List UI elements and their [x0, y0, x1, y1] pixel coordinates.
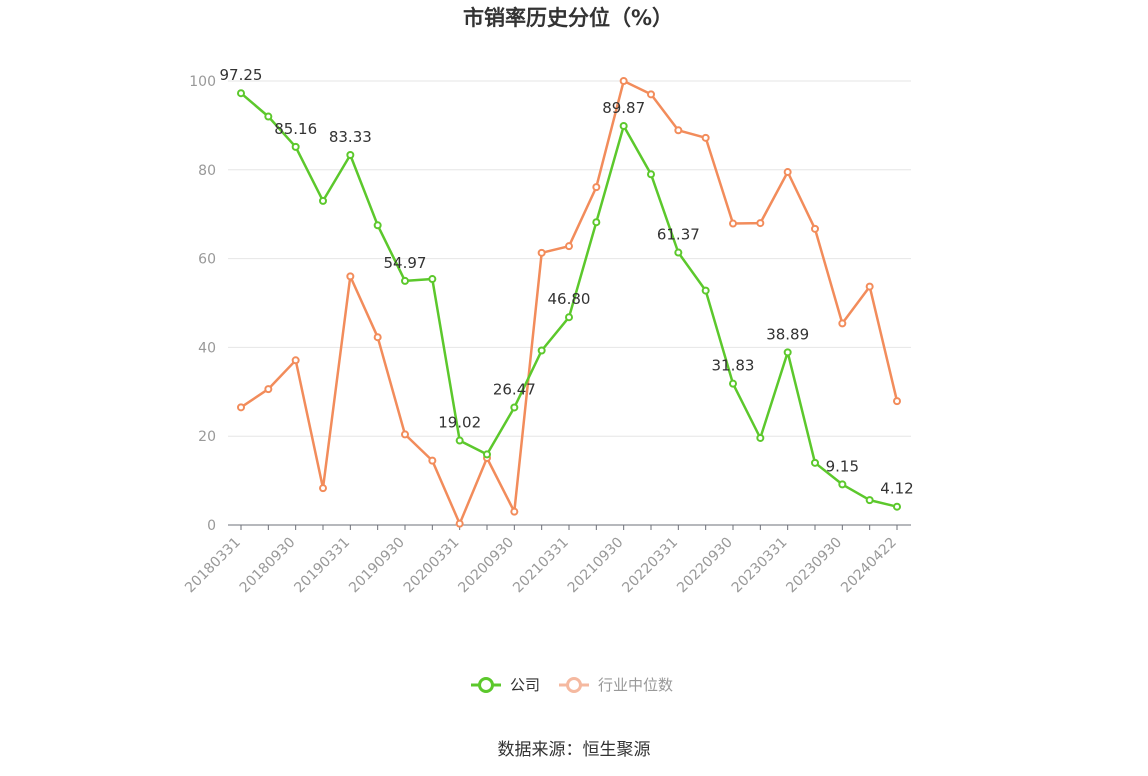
- y-tick-label: 60: [198, 252, 216, 268]
- data-label: 4.12: [880, 480, 913, 498]
- data-point-industry[interactable]: [838, 319, 847, 328]
- data-label: 54.97: [384, 254, 427, 272]
- data-point-industry[interactable]: [893, 397, 901, 406]
- data-point-company[interactable]: [592, 218, 601, 227]
- data-point-industry[interactable]: [537, 248, 546, 257]
- data-point-industry[interactable]: [264, 385, 273, 394]
- data-label: 46.80: [548, 290, 591, 308]
- data-point-industry[interactable]: [729, 219, 737, 228]
- data-point-company[interactable]: [264, 112, 273, 121]
- data-point-industry[interactable]: [319, 484, 327, 493]
- x-axis: 2018033120180930201903312019093020200331…: [182, 524, 911, 597]
- legend-marker-industry: [566, 677, 582, 693]
- legend-item-company[interactable]: 公司: [471, 676, 540, 694]
- x-tick-label: 20190331: [291, 535, 353, 597]
- data-point-company[interactable]: [428, 275, 437, 284]
- data-point-industry[interactable]: [455, 519, 464, 528]
- data-label: 89.87: [602, 99, 645, 117]
- data-point-company[interactable]: [565, 313, 573, 322]
- y-tick-label: 40: [198, 340, 216, 356]
- x-tick-label: 20180331: [182, 535, 244, 597]
- data-point-company[interactable]: [537, 346, 546, 355]
- data-point-industry[interactable]: [756, 219, 765, 228]
- data-point-company[interactable]: [865, 496, 874, 505]
- data-point-industry[interactable]: [237, 403, 245, 412]
- legend-label-company: 公司: [510, 676, 540, 694]
- data-point-company[interactable]: [455, 436, 464, 445]
- data-point-industry[interactable]: [565, 242, 573, 251]
- data-point-industry[interactable]: [674, 126, 683, 135]
- data-point-industry[interactable]: [647, 90, 655, 99]
- data-label: 83.33: [329, 128, 372, 146]
- y-tick-label: 80: [198, 163, 216, 179]
- data-point-industry[interactable]: [701, 133, 710, 142]
- data-label: 85.16: [274, 120, 317, 138]
- legend-item-industry[interactable]: 行业中位数: [559, 676, 673, 694]
- data-point-company[interactable]: [346, 151, 355, 160]
- y-axis-ticks: 0 20 40 60 80 100: [189, 74, 216, 534]
- data-point-company[interactable]: [783, 348, 792, 357]
- series-industry: [237, 77, 901, 528]
- data-point-industry[interactable]: [401, 430, 409, 439]
- data-point-industry[interactable]: [291, 356, 300, 365]
- data-point-company[interactable]: [237, 89, 245, 98]
- data-point-industry[interactable]: [373, 333, 382, 342]
- data-label: 38.89: [766, 325, 809, 343]
- data-point-company[interactable]: [619, 121, 628, 130]
- data-label: 31.83: [712, 357, 755, 375]
- data-point-company[interactable]: [838, 480, 847, 489]
- data-point-industry[interactable]: [510, 507, 519, 516]
- data-point-industry[interactable]: [428, 456, 437, 465]
- legend-marker-company: [478, 677, 494, 693]
- x-tick-label: 20210331: [510, 535, 572, 597]
- x-tick-label: 20240422: [838, 535, 900, 597]
- data-point-industry[interactable]: [865, 282, 874, 291]
- x-tick-label: 20220930: [674, 535, 736, 597]
- y-tick-label: 100: [189, 74, 216, 90]
- data-point-company[interactable]: [373, 221, 382, 230]
- data-point-company[interactable]: [291, 142, 300, 151]
- data-point-company[interactable]: [483, 450, 491, 459]
- data-point-industry[interactable]: [783, 168, 792, 177]
- x-tick-label: 20210930: [565, 535, 627, 597]
- data-point-company[interactable]: [729, 379, 737, 388]
- y-tick-label: 0: [207, 518, 216, 534]
- series-company: [237, 89, 901, 511]
- data-point-industry[interactable]: [619, 77, 628, 85]
- data-point-company[interactable]: [674, 248, 683, 257]
- data-point-company[interactable]: [647, 170, 655, 179]
- data-point-industry[interactable]: [592, 183, 601, 192]
- data-point-company[interactable]: [893, 502, 901, 511]
- source-note: 数据来源：恒生聚源: [498, 740, 651, 760]
- data-labels: 97.25 85.16 83.33 54.97 19.02 26.47 46.80 89.87…: [220, 66, 914, 497]
- legend-label-industry: 行业中位数: [598, 676, 673, 694]
- x-tick-label: 20200930: [455, 535, 517, 597]
- x-tick-label: 20190930: [346, 535, 408, 597]
- chart-title: 市销率历史分位（%）: [463, 6, 673, 30]
- x-tick-label: 20200331: [401, 535, 463, 597]
- data-point-company[interactable]: [756, 433, 765, 442]
- legend: 公司 行业中位数: [471, 676, 673, 694]
- data-point-company[interactable]: [811, 458, 819, 467]
- data-point-industry[interactable]: [811, 224, 819, 233]
- data-label: 61.37: [657, 226, 700, 244]
- x-tick-label: 20230930: [783, 535, 845, 597]
- data-label: 9.15: [826, 457, 859, 475]
- data-label: 97.25: [220, 66, 263, 84]
- data-point-company[interactable]: [401, 276, 409, 285]
- data-point-company[interactable]: [510, 403, 519, 412]
- data-label: 26.47: [493, 380, 536, 398]
- x-tick-label: 20220331: [619, 535, 681, 597]
- data-label: 19.02: [438, 414, 481, 432]
- data-point-company[interactable]: [319, 196, 327, 205]
- data-point-industry[interactable]: [346, 272, 355, 281]
- x-tick-label: 20230331: [729, 535, 791, 597]
- data-point-company[interactable]: [701, 286, 710, 295]
- x-tick-label: 20180930: [237, 535, 299, 597]
- y-tick-label: 20: [198, 429, 216, 445]
